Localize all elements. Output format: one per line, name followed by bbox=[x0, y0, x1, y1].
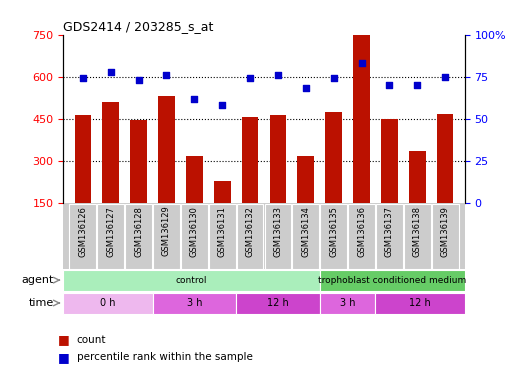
Text: 3 h: 3 h bbox=[340, 298, 355, 308]
Bar bbox=[237, 204, 263, 268]
Bar bbox=[125, 204, 152, 268]
Text: GSM136135: GSM136135 bbox=[329, 206, 338, 257]
Bar bbox=[348, 204, 375, 268]
Bar bbox=[74, 114, 91, 245]
Text: GSM136136: GSM136136 bbox=[357, 206, 366, 257]
Bar bbox=[158, 96, 175, 245]
Bar bbox=[153, 204, 180, 268]
Point bbox=[357, 60, 366, 66]
Text: control: control bbox=[176, 276, 208, 285]
Point bbox=[107, 68, 115, 74]
Bar bbox=[63, 270, 320, 291]
Point bbox=[413, 82, 421, 88]
Bar bbox=[432, 204, 458, 268]
Bar bbox=[63, 293, 153, 314]
Bar bbox=[375, 293, 465, 314]
Text: GSM136132: GSM136132 bbox=[246, 206, 254, 257]
Point bbox=[218, 102, 227, 108]
Text: time: time bbox=[29, 298, 54, 308]
Bar bbox=[265, 204, 291, 268]
Bar bbox=[320, 204, 347, 268]
Point bbox=[134, 77, 143, 83]
Text: 12 h: 12 h bbox=[409, 298, 431, 308]
Point bbox=[246, 75, 254, 81]
Text: 3 h: 3 h bbox=[186, 298, 202, 308]
Text: GDS2414 / 203285_s_at: GDS2414 / 203285_s_at bbox=[63, 20, 214, 33]
Bar bbox=[186, 156, 203, 245]
Bar bbox=[97, 204, 124, 268]
Point bbox=[385, 82, 394, 88]
Text: GSM136139: GSM136139 bbox=[441, 206, 450, 257]
Point bbox=[329, 75, 338, 81]
Bar bbox=[404, 204, 431, 268]
Text: GSM136130: GSM136130 bbox=[190, 206, 199, 257]
Bar bbox=[70, 204, 96, 268]
Text: GSM136128: GSM136128 bbox=[134, 206, 143, 257]
Bar bbox=[102, 102, 119, 245]
Text: GSM136134: GSM136134 bbox=[301, 206, 310, 257]
Text: GSM136133: GSM136133 bbox=[274, 206, 282, 257]
Point bbox=[301, 85, 310, 91]
Bar bbox=[381, 119, 398, 245]
Text: count: count bbox=[77, 335, 106, 345]
Text: ■: ■ bbox=[58, 351, 70, 364]
Text: trophoblast conditioned medium: trophoblast conditioned medium bbox=[318, 276, 466, 285]
Text: GSM136129: GSM136129 bbox=[162, 206, 171, 257]
Bar bbox=[376, 204, 403, 268]
Text: 12 h: 12 h bbox=[267, 298, 289, 308]
Text: ■: ■ bbox=[58, 333, 70, 346]
Text: GSM136137: GSM136137 bbox=[385, 206, 394, 257]
Bar bbox=[181, 204, 208, 268]
Text: GSM136127: GSM136127 bbox=[106, 206, 115, 257]
Text: 0 h: 0 h bbox=[100, 298, 116, 308]
Point bbox=[441, 74, 449, 80]
Point bbox=[274, 72, 282, 78]
Bar bbox=[320, 270, 465, 291]
Bar bbox=[153, 293, 236, 314]
Bar bbox=[293, 204, 319, 268]
Text: percentile rank within the sample: percentile rank within the sample bbox=[77, 352, 252, 362]
Point bbox=[79, 75, 87, 81]
Bar bbox=[214, 181, 231, 245]
Text: GSM136138: GSM136138 bbox=[413, 206, 422, 257]
Point bbox=[162, 72, 171, 78]
Bar bbox=[130, 120, 147, 245]
Bar bbox=[242, 118, 258, 245]
Text: GSM136126: GSM136126 bbox=[78, 206, 87, 257]
Bar bbox=[325, 112, 342, 245]
Bar bbox=[236, 293, 320, 314]
Bar bbox=[353, 35, 370, 245]
Bar bbox=[297, 156, 314, 245]
Text: GSM136131: GSM136131 bbox=[218, 206, 227, 257]
Point bbox=[190, 96, 199, 102]
Bar bbox=[209, 204, 235, 268]
Bar bbox=[320, 293, 375, 314]
Text: agent: agent bbox=[21, 275, 54, 285]
Bar bbox=[437, 114, 454, 245]
Bar bbox=[409, 151, 426, 245]
Bar bbox=[270, 114, 286, 245]
